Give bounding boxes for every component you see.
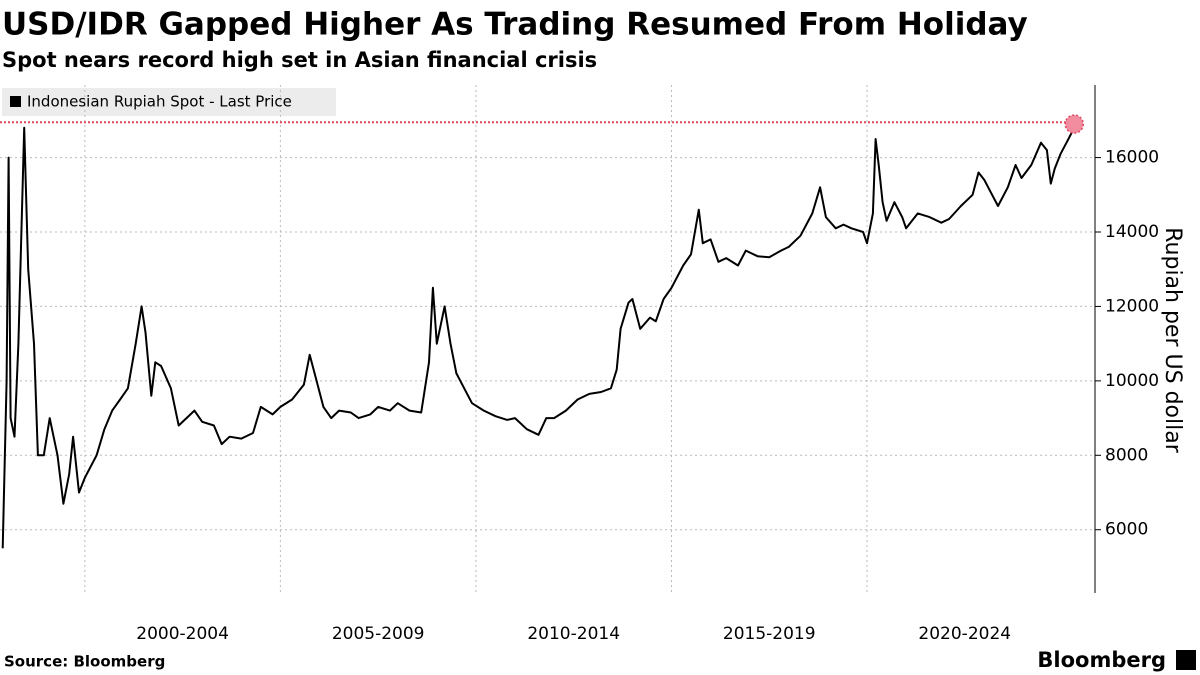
brand: Bloomberg [1037, 648, 1166, 672]
y-tick-label: 14000 [1105, 222, 1159, 242]
y-tick-label: 16000 [1105, 148, 1159, 168]
x-tick-label: 2005-2009 [332, 624, 425, 644]
y-axis-label: Rupiah per US dollar [1160, 227, 1185, 453]
line-series [1, 123, 1076, 549]
y-tick-label: 12000 [1105, 296, 1159, 316]
y-tick-label: 10000 [1105, 371, 1159, 391]
x-tick-label: 2000-2004 [136, 624, 229, 644]
x-tick-label: 2015-2019 [723, 624, 816, 644]
x-tick-label: 2010-2014 [527, 624, 620, 644]
y-tick-label: 8000 [1105, 445, 1148, 465]
chart-subtitle: Spot nears record high set in Asian fina… [2, 48, 597, 72]
x-tick-label: 2020-2024 [918, 624, 1011, 644]
brand-icon [1176, 650, 1196, 670]
y-tick-label: 6000 [1105, 520, 1148, 540]
legend-label: Indonesian Rupiah Spot - Last Price [27, 93, 292, 111]
legend-swatch [10, 96, 21, 107]
source: Source: Bloomberg [4, 653, 165, 671]
chart-title: USD/IDR Gapped Higher As Trading Resumed… [2, 7, 1028, 43]
last-point-highlight [1064, 114, 1085, 134]
